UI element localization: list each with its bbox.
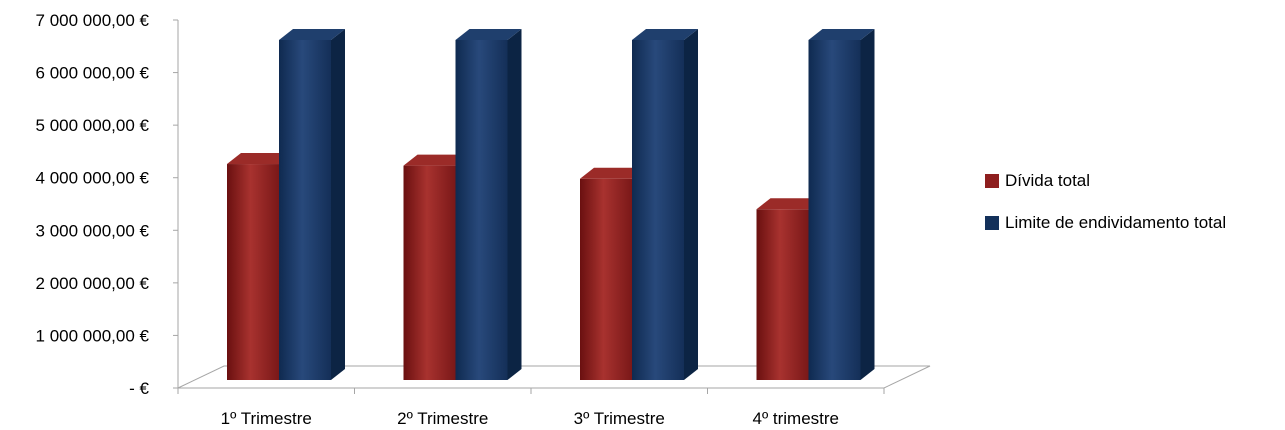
legend-swatch-divida-total xyxy=(985,174,999,188)
legend-swatch-limite-endividamento xyxy=(985,216,999,230)
bar-front xyxy=(403,165,456,380)
bar-limite-endividamento xyxy=(632,28,698,380)
bar-front xyxy=(756,209,809,380)
y-tick-label: 4 000 000,00 € xyxy=(36,169,150,188)
bar-front xyxy=(227,164,279,380)
bar-limite-endividamento xyxy=(279,28,345,380)
bar-front xyxy=(455,39,508,380)
y-tick-labels: - € 1 000 000,00 € 2 000 000,00 € 3 000 000… xyxy=(36,11,150,398)
bars xyxy=(227,28,875,380)
bar-front xyxy=(580,178,632,380)
bar-front xyxy=(279,39,331,380)
legend-item-divida-total: Dívida total xyxy=(985,170,1226,192)
bar-top xyxy=(756,198,823,210)
bar-top xyxy=(227,153,293,165)
bar-top xyxy=(403,154,470,166)
x-tick-label: 3º Trimestre xyxy=(574,409,665,428)
x-tick-label: 1º Trimestre xyxy=(221,409,312,428)
bar-side xyxy=(507,28,522,380)
floor-plane xyxy=(177,365,931,389)
y-tick-label: 3 000 000,00 € xyxy=(36,221,150,240)
bar-front xyxy=(808,39,861,380)
legend: Dívida total Limite de endividamento tot… xyxy=(985,170,1226,254)
bar-top xyxy=(580,167,646,179)
y-tick-label: 5 000 000,00 € xyxy=(36,116,150,135)
y-tick-label: 1 000 000,00 € xyxy=(36,326,150,345)
bar-side xyxy=(684,28,698,380)
bar-top xyxy=(808,28,875,40)
legend-label: Limite de endividamento total xyxy=(1005,213,1227,232)
bar-top xyxy=(279,28,345,40)
y-tick-label: 6 000 000,00 € xyxy=(36,64,150,83)
bar-top xyxy=(455,28,522,40)
y-axis xyxy=(173,19,885,394)
bar-front xyxy=(632,39,684,380)
bar-limite-endividamento xyxy=(455,28,522,380)
y-tick-label: 2 000 000,00 € xyxy=(36,274,150,293)
bar-side xyxy=(331,28,345,380)
legend-label: Dívida total xyxy=(1005,171,1091,190)
bar-limite-endividamento xyxy=(808,28,875,380)
bar-top xyxy=(632,28,698,40)
x-tick-labels: 1º Trimestre 2º Trimestre 3º Trimestre 4º t… xyxy=(221,409,839,428)
x-tick-label: 2º Trimestre xyxy=(397,409,488,428)
y-tick-label: - € xyxy=(129,379,149,398)
bar-side xyxy=(860,28,875,380)
legend-item-limite-endividamento: Limite de endividamento total xyxy=(985,212,1226,234)
y-tick-label: 7 000 000,00 € xyxy=(36,11,150,30)
x-tick-label: 4º trimestre xyxy=(752,409,839,428)
chart-floor xyxy=(177,365,931,389)
